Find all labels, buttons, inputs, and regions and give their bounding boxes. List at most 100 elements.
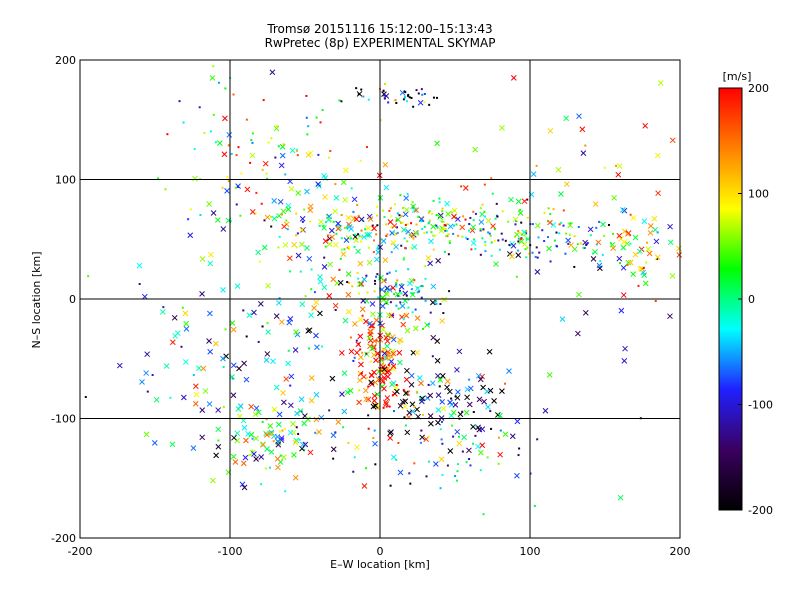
- data-point-x: [618, 307, 625, 314]
- data-point-dot: [413, 405, 416, 408]
- data-point-dot: [236, 185, 239, 188]
- data-point-dot: [362, 95, 365, 98]
- data-point-dot: [444, 224, 447, 227]
- data-point-dot: [404, 393, 407, 396]
- data-point-dot: [404, 293, 407, 296]
- data-point-x: [348, 226, 354, 232]
- data-point-x: [596, 262, 603, 269]
- data-point-x: [481, 398, 487, 405]
- data-point-dot: [214, 141, 217, 144]
- data-point-x: [642, 280, 649, 287]
- data-point-dot: [519, 208, 522, 211]
- data-point-dot: [457, 435, 460, 438]
- data-point-x: [330, 432, 337, 439]
- data-point-x: [343, 237, 350, 243]
- data-point-dot: [446, 235, 449, 238]
- data-point-dot: [598, 220, 601, 223]
- data-point-dot: [87, 275, 90, 278]
- data-point-dot: [553, 239, 556, 242]
- data-point-x: [244, 186, 251, 193]
- data-point-dot: [482, 513, 485, 516]
- data-point-dot: [482, 228, 485, 231]
- data-point-dot: [541, 229, 544, 232]
- data-point-dot: [365, 376, 368, 379]
- data-point-dot: [245, 118, 248, 121]
- data-point-dot: [401, 340, 404, 343]
- data-point-dot: [395, 282, 398, 285]
- data-point-dot: [411, 201, 414, 204]
- data-point-x: [490, 223, 496, 229]
- data-point-x: [270, 358, 276, 365]
- data-point-dot: [446, 464, 449, 467]
- data-point-dot: [479, 207, 482, 210]
- data-point-x: [463, 409, 470, 416]
- data-point-x: [358, 361, 364, 368]
- data-point-x: [366, 335, 373, 342]
- data-point-dot: [338, 268, 341, 271]
- data-point-dot: [251, 141, 254, 144]
- data-point-x: [354, 349, 360, 356]
- data-point-dot: [423, 92, 426, 95]
- data-point-dot: [599, 260, 602, 263]
- data-point-dot: [360, 229, 363, 232]
- data-point-dot: [84, 396, 87, 399]
- data-point-x: [264, 446, 270, 453]
- data-point-dot: [275, 125, 278, 128]
- data-point-dot: [432, 96, 435, 99]
- data-point-dot: [536, 256, 539, 259]
- data-point-x: [374, 391, 381, 398]
- data-point-dot: [549, 213, 552, 216]
- data-point-dot: [407, 268, 410, 271]
- data-point-x: [637, 265, 643, 272]
- data-point-x: [641, 218, 648, 225]
- data-point-dot: [586, 242, 589, 245]
- data-point-dot: [374, 463, 377, 466]
- data-point-x: [450, 409, 457, 416]
- data-point-x: [258, 454, 265, 460]
- data-point-dot: [390, 251, 393, 254]
- data-point-x: [230, 453, 237, 460]
- data-point-x: [383, 334, 390, 341]
- data-point-dot: [408, 234, 411, 237]
- data-point-dot: [372, 436, 375, 439]
- data-point-dot: [427, 211, 430, 214]
- data-point-dot: [420, 88, 423, 91]
- data-point-dot: [543, 240, 546, 243]
- data-point-dot: [382, 209, 385, 212]
- data-point-x: [645, 246, 652, 252]
- data-point-dot: [387, 363, 390, 366]
- data-point-dot: [501, 238, 504, 241]
- data-point-x: [381, 385, 387, 392]
- data-point-dot: [390, 225, 393, 228]
- data-point-x: [341, 370, 348, 377]
- data-point-x: [292, 347, 299, 353]
- data-point-dot: [300, 410, 303, 413]
- data-point-dot: [520, 233, 523, 236]
- colorbar-label: [m/s]: [723, 70, 752, 83]
- data-point-dot: [507, 220, 510, 223]
- data-point-x: [550, 222, 557, 228]
- data-point-dot: [434, 300, 437, 303]
- data-point-dot: [515, 275, 518, 278]
- data-point-x: [470, 224, 477, 231]
- data-point-x: [318, 218, 324, 225]
- data-point-x: [559, 316, 566, 322]
- data-point-dot: [410, 96, 413, 99]
- data-point-dot: [283, 428, 286, 431]
- data-point-x: [358, 216, 365, 223]
- data-point-x: [314, 344, 320, 351]
- data-point-x: [408, 381, 415, 388]
- data-point-dot: [495, 202, 498, 205]
- data-point-dot: [386, 233, 389, 236]
- data-point-dot: [497, 239, 500, 242]
- data-point-dot: [388, 405, 391, 408]
- data-point-x: [651, 215, 658, 222]
- data-point-x: [459, 224, 466, 231]
- data-point-dot: [455, 479, 458, 482]
- data-point-x: [332, 208, 338, 215]
- data-point-dot: [218, 81, 221, 84]
- data-point-dot: [237, 146, 240, 149]
- data-point-dot: [432, 248, 435, 251]
- data-point-x: [283, 376, 290, 382]
- data-point-dot: [427, 323, 430, 326]
